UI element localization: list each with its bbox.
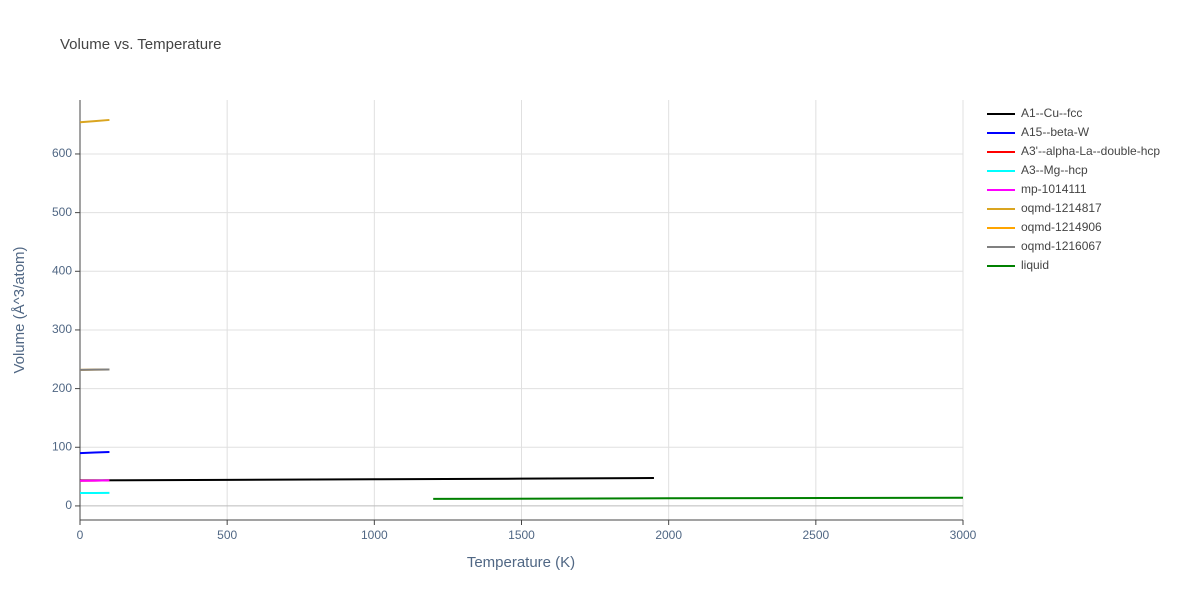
legend-label: liquid [1021, 258, 1049, 272]
grid: 0 500 1000 1500 2000 2500 3000 0 100 200 300 400 500… [52, 100, 977, 542]
y-tick-label: 600 [52, 146, 72, 160]
legend-label: oqmd-1214906 [1021, 220, 1102, 234]
legend-label: A3'--alpha-La--double-hcp [1021, 144, 1160, 158]
x-tick-label: 500 [217, 528, 237, 542]
y-tick-label: 200 [52, 381, 72, 395]
y-tick-label: 500 [52, 205, 72, 219]
x-axis-title: Temperature (K) [467, 554, 575, 571]
x-tick-label: 2000 [655, 528, 682, 542]
legend-label: A3--Mg--hcp [1021, 163, 1088, 177]
x-tick-label: 2500 [802, 528, 829, 542]
x-tick-label: 1500 [508, 528, 535, 542]
y-tick-label: 0 [65, 498, 72, 512]
y-tick-label: 400 [52, 263, 72, 277]
legend-label: A15--beta-W [1021, 125, 1090, 139]
x-tick-label: 3000 [950, 528, 977, 542]
series-line [79, 450, 110, 455]
legend-label: A1--Cu--fcc [1021, 106, 1082, 120]
chart-title: Volume vs. Temperature [60, 36, 221, 53]
legend-label: oqmd-1216067 [1021, 239, 1102, 253]
y-tick-label: 300 [52, 322, 72, 336]
legend: A1--Cu--fcc A15--beta-W A3'--alpha-La--dou… [987, 106, 1160, 272]
x-tick-label: 1000 [361, 528, 388, 542]
y-tick-label: 100 [52, 439, 72, 453]
plot-area [79, 118, 964, 500]
x-tick-label: 0 [77, 528, 84, 542]
series-line [79, 477, 654, 482]
legend-label: oqmd-1214817 [1021, 201, 1102, 215]
legend-label: mp-1014111 [1021, 182, 1087, 196]
y-axis-title: Volume (Å^3/atom) [11, 246, 28, 373]
series-line [79, 118, 110, 124]
series-line [433, 496, 964, 500]
